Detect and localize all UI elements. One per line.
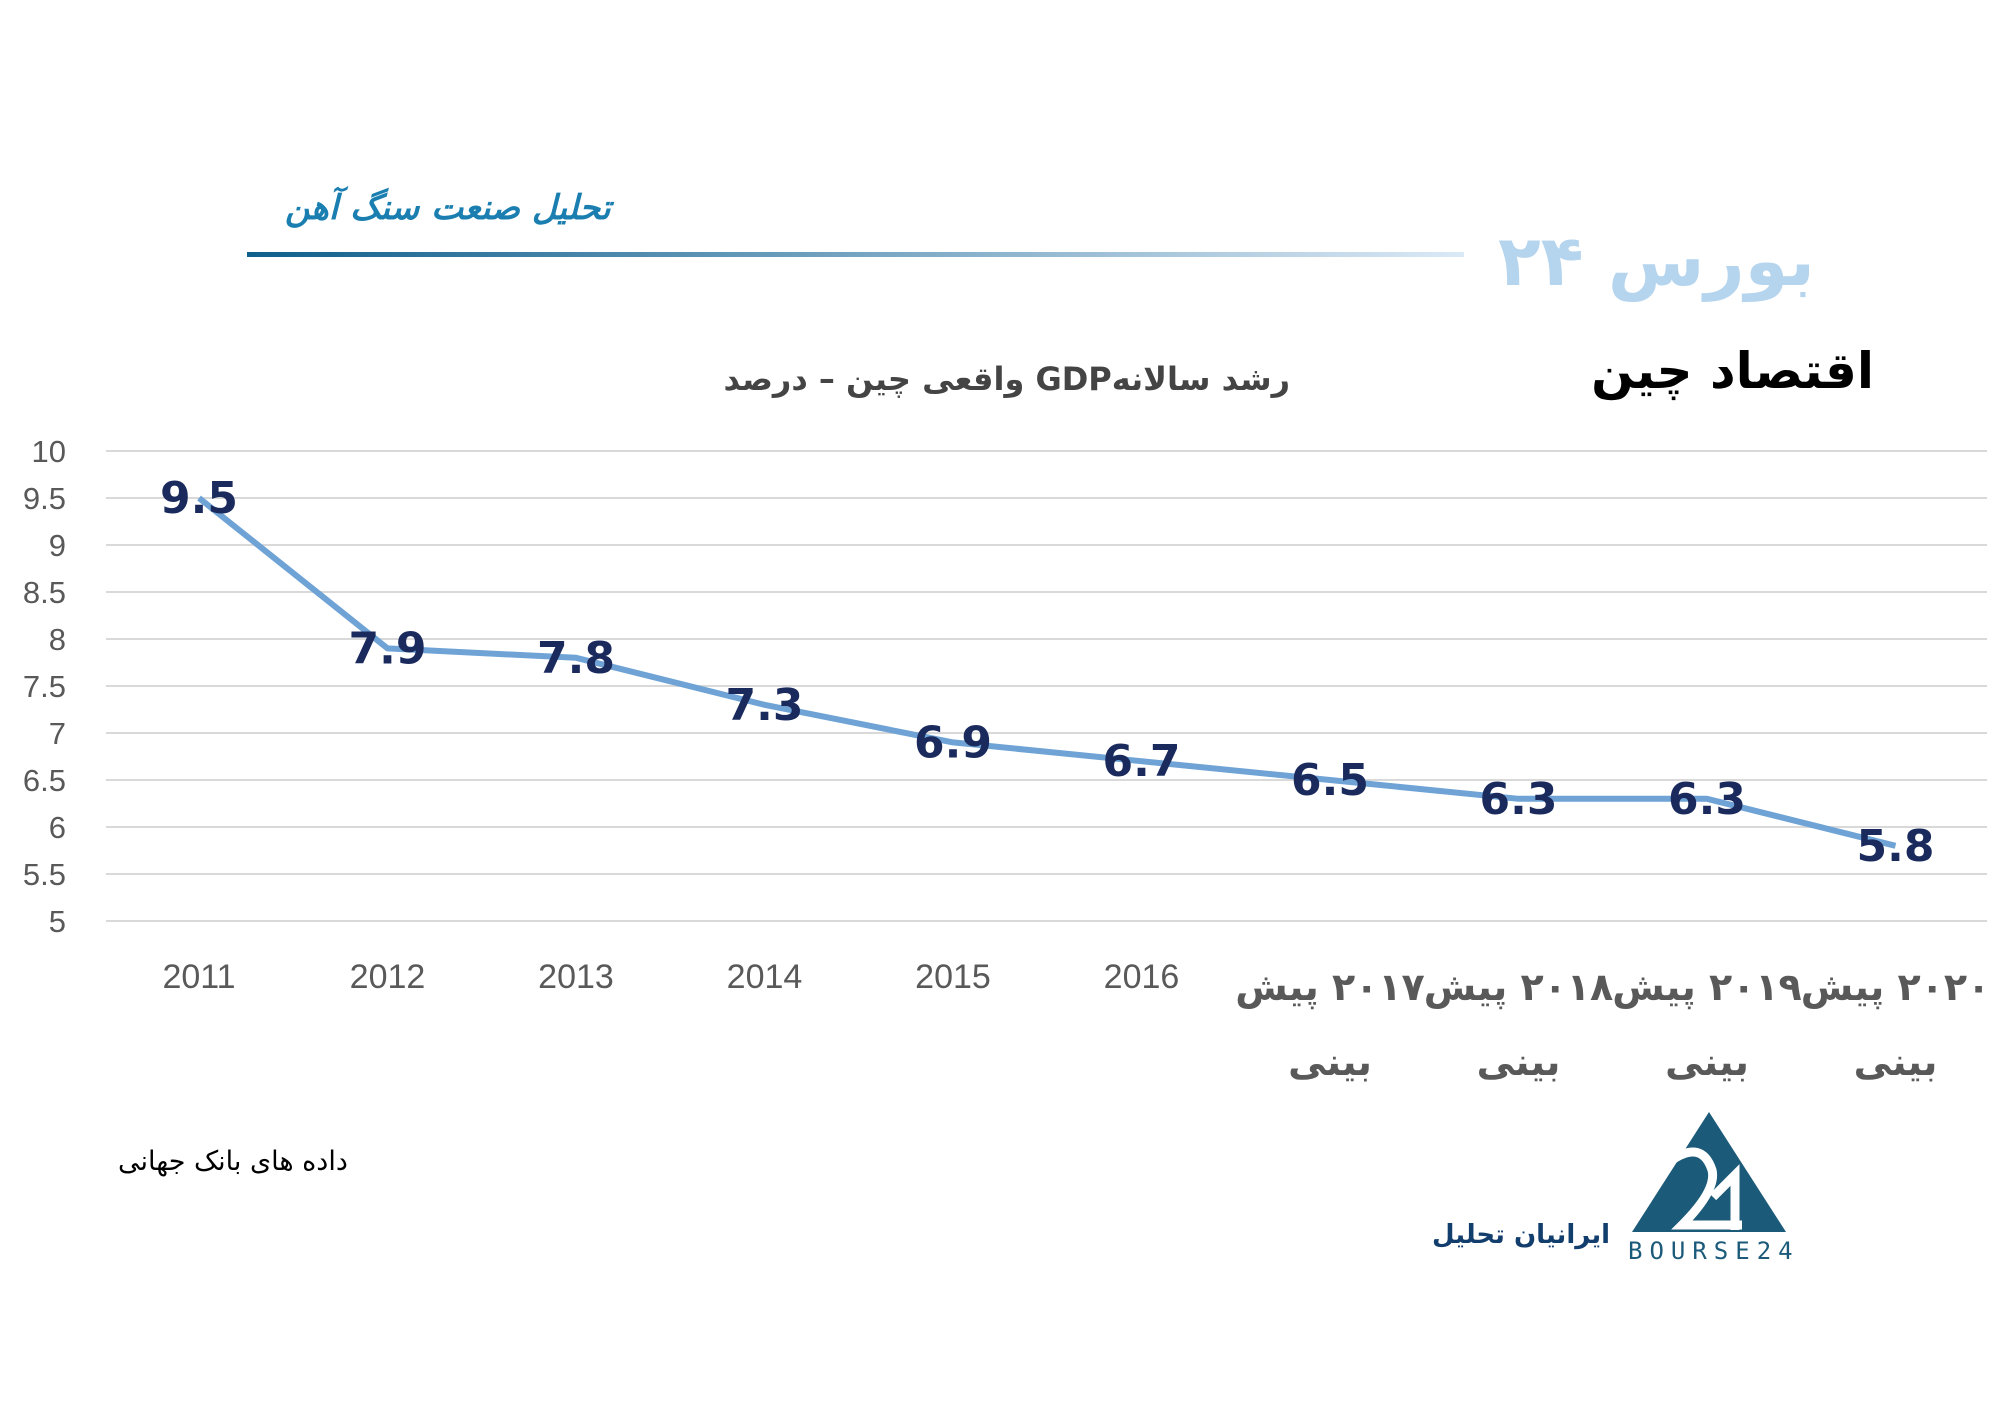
y-tick-label: 9.5 xyxy=(23,481,66,516)
x-tick-label: بینی xyxy=(1477,1040,1561,1084)
data-label: 7.3 xyxy=(726,680,804,731)
data-label: 7.8 xyxy=(537,633,615,684)
y-tick-label: 9 xyxy=(49,528,66,563)
x-tick-label: 2016 xyxy=(1104,958,1180,996)
y-tick-label: 5.5 xyxy=(23,857,66,892)
x-tick-label: بینی xyxy=(1288,1040,1372,1084)
brand-logo: بورس ۲۴ xyxy=(1498,220,1815,302)
data-label: 5.8 xyxy=(1857,821,1935,872)
series-line xyxy=(197,495,1897,849)
data-label: 9.5 xyxy=(160,473,238,524)
y-tick-label: 7 xyxy=(49,716,66,751)
x-tick-label: 2011 xyxy=(162,958,235,996)
x-tick-label: ۲۰۱۸ پیش xyxy=(1424,965,1614,1009)
x-tick-label: بینی xyxy=(1854,1040,1938,1084)
x-tick-label: 2015 xyxy=(915,958,991,996)
y-tick-label: 5 xyxy=(49,904,66,939)
x-tick-label: بینی xyxy=(1665,1040,1749,1084)
y-tick-label: 8 xyxy=(49,622,66,657)
source-note: داده های بانک جهانی xyxy=(118,1146,348,1177)
logo-text: BOURSE24 xyxy=(1628,1237,1800,1265)
y-tick-label: 10 xyxy=(32,434,66,469)
y-tick-label: 8.5 xyxy=(23,575,66,610)
bourse24-logo-icon xyxy=(1632,1112,1786,1232)
y-tick-label: 7.5 xyxy=(23,669,66,704)
header-divider xyxy=(247,252,1464,257)
page-title: اقتصاد چین xyxy=(1591,342,1874,400)
x-tick-label: 2013 xyxy=(538,958,614,996)
x-tick-label: 2014 xyxy=(727,958,803,996)
x-tick-label: ۲۰۱۹ پیش xyxy=(1612,965,1802,1009)
data-label: 6.3 xyxy=(1668,774,1746,825)
x-tick-label: ۲۰۲۰ پیش xyxy=(1801,965,1991,1009)
x-tick-label: ۲۰۱۷ پیش xyxy=(1235,965,1425,1009)
chart-title: رشد سالانهGDP واقعی چین – درصد xyxy=(723,360,1290,398)
data-label: 6.3 xyxy=(1480,774,1558,825)
data-label: 6.5 xyxy=(1291,755,1369,806)
section-title: تحلیل صنعت سنگ آهن xyxy=(285,188,612,228)
data-label: 6.9 xyxy=(914,717,992,768)
org-name: ایرانیان تحلیل xyxy=(1432,1220,1611,1250)
y-tick-label: 6.5 xyxy=(23,763,66,798)
data-label: 7.9 xyxy=(349,623,427,674)
y-tick-label: 6 xyxy=(49,810,66,845)
x-tick-label: 2012 xyxy=(350,958,426,996)
data-label: 6.7 xyxy=(1103,736,1181,787)
